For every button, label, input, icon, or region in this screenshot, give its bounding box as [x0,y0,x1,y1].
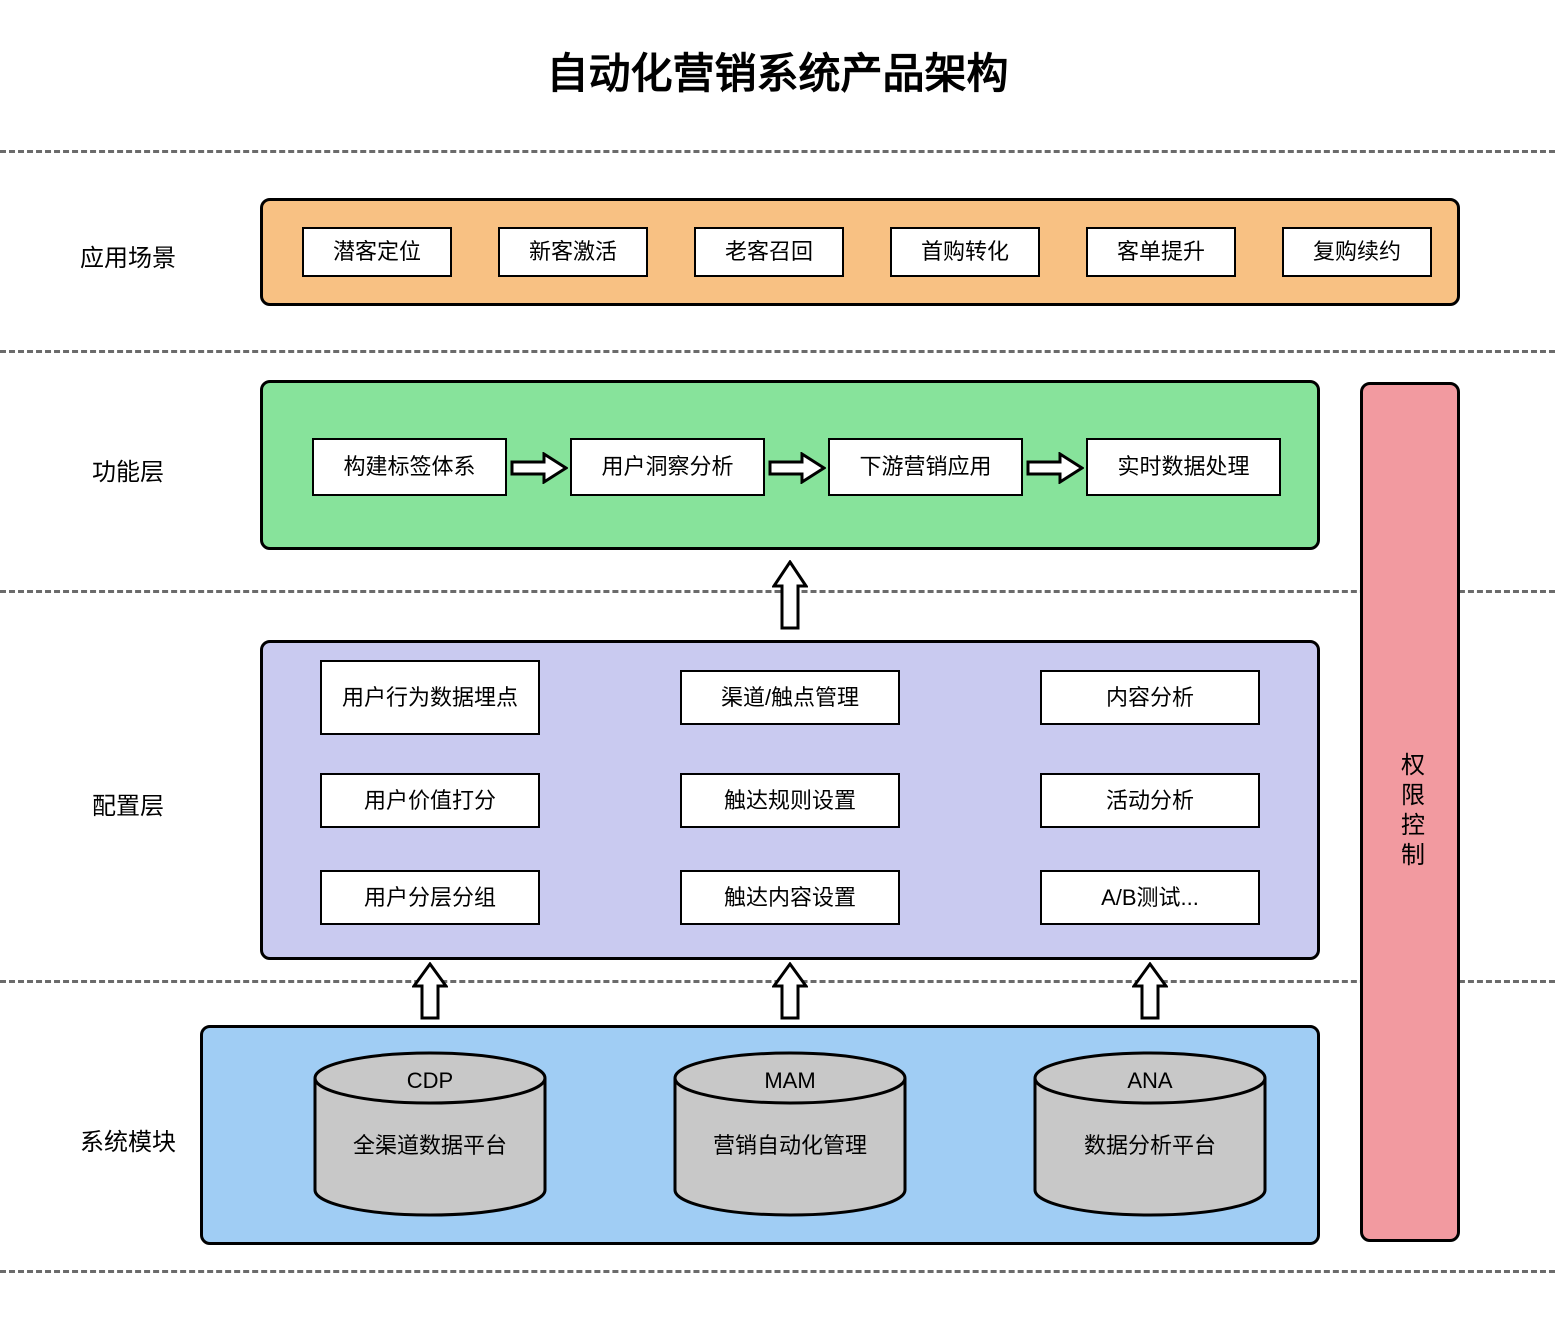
side-permission-label: 权限控制 [1393,752,1428,872]
row-label-cfg: 配置层 [92,786,164,821]
arrow-sys-to-cfg-3 [1132,962,1168,1020]
diagram-canvas: 自动化营销系统产品架构 应用场景 功能层 配置层 系统模块 潜客定位 新客激活 … [0,0,1555,1338]
cyl-ana-code: ANA [1030,1068,1270,1094]
cyl-cdp-code: CDP [310,1068,550,1094]
func-arrow-1 [510,452,568,484]
separator-5 [0,1270,1555,1273]
separator-1 [0,150,1555,153]
diagram-title: 自动化营销系统产品架构 [0,40,1555,101]
func-item-2: 下游营销应用 [828,438,1023,496]
arrow-sys-to-cfg-1 [412,962,448,1020]
side-permission-box: 权限控制 [1360,382,1460,1242]
func-item-0: 构建标签体系 [312,438,507,496]
func-arrow-3 [1026,452,1084,484]
func-item-1: 用户洞察分析 [570,438,765,496]
func-item-3: 实时数据处理 [1086,438,1281,496]
row-label-func: 功能层 [92,452,164,487]
arrow-sys-to-cfg-2 [772,962,808,1020]
cfg-0-0: 用户行为数据埋点 [320,660,540,735]
cyl-mam-code: MAM [670,1068,910,1094]
cyl-cdp-name: 全渠道数据平台 [310,1128,550,1160]
app-item-0: 潜客定位 [302,227,452,277]
func-arrow-2 [768,452,826,484]
cyl-mam-name: 营销自动化管理 [670,1128,910,1160]
row-label-app: 应用场景 [80,238,176,273]
cfg-2-1: 活动分析 [1040,773,1260,828]
arrow-cfg-to-func [772,560,808,630]
app-item-1: 新客激活 [498,227,648,277]
cfg-1-0: 渠道/触点管理 [680,670,900,725]
app-item-2: 老客召回 [694,227,844,277]
cfg-1-2: 触达内容设置 [680,870,900,925]
cfg-2-0: 内容分析 [1040,670,1260,725]
app-item-4: 客单提升 [1086,227,1236,277]
cfg-0-1: 用户价值打分 [320,773,540,828]
app-item-5: 复购续约 [1282,227,1432,277]
row-label-sys: 系统模块 [80,1122,176,1157]
cyl-ana-name: 数据分析平台 [1030,1128,1270,1160]
cfg-1-1: 触达规则设置 [680,773,900,828]
separator-2 [0,350,1555,353]
cfg-0-2: 用户分层分组 [320,870,540,925]
cfg-2-2: A/B测试... [1040,870,1260,925]
app-item-3: 首购转化 [890,227,1040,277]
